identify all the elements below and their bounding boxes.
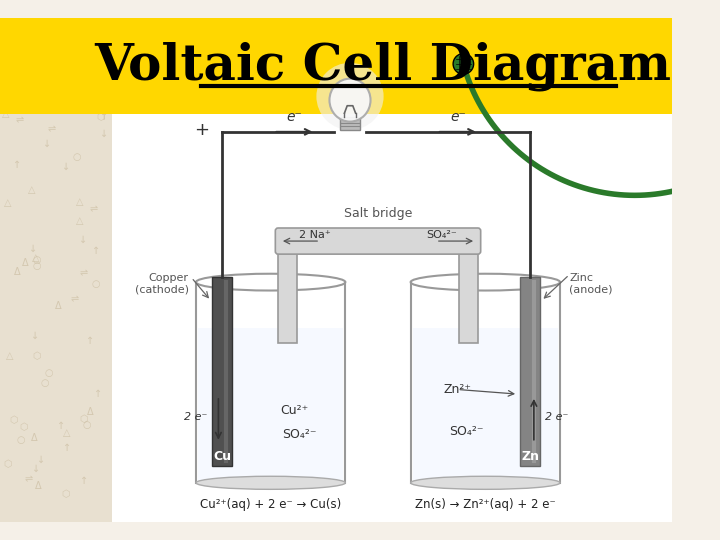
Text: ↓: ↓ [100, 129, 108, 139]
FancyBboxPatch shape [0, 18, 672, 114]
Text: Zn: Zn [521, 450, 539, 463]
FancyBboxPatch shape [275, 228, 481, 254]
Text: Cu²⁺(aq) + 2 e⁻ → Cu(s): Cu²⁺(aq) + 2 e⁻ → Cu(s) [200, 498, 341, 511]
Text: △: △ [32, 253, 40, 263]
Text: Zn²⁺: Zn²⁺ [444, 383, 472, 396]
Text: 2 Na⁺: 2 Na⁺ [299, 231, 330, 240]
Text: Δ: Δ [22, 258, 29, 268]
Text: ⇌: ⇌ [3, 32, 11, 43]
Text: SO₄²⁻: SO₄²⁻ [426, 231, 457, 240]
Text: Zinc
(anode): Zinc (anode) [570, 273, 613, 294]
Text: △: △ [6, 352, 13, 361]
Text: ↓: ↓ [63, 162, 71, 172]
FancyBboxPatch shape [413, 328, 558, 482]
Text: ○: ○ [40, 378, 49, 388]
Text: e⁻: e⁻ [286, 110, 302, 124]
Text: ⇌: ⇌ [15, 116, 23, 125]
Text: ⬡: ⬡ [32, 352, 41, 361]
FancyBboxPatch shape [459, 231, 478, 343]
FancyBboxPatch shape [198, 328, 343, 482]
Text: ↓: ↓ [32, 464, 40, 474]
Text: ⬡: ⬡ [80, 414, 89, 424]
Text: ↓: ↓ [30, 244, 37, 254]
Text: ○: ○ [91, 279, 100, 289]
Text: ⬡: ⬡ [61, 489, 70, 500]
FancyBboxPatch shape [410, 282, 560, 483]
FancyBboxPatch shape [212, 278, 233, 466]
Text: SO₄²⁻: SO₄²⁻ [282, 428, 316, 441]
Text: ↑: ↑ [13, 159, 21, 170]
Text: +: + [194, 121, 209, 139]
Text: ○: ○ [7, 43, 16, 53]
Text: ○: ○ [45, 368, 53, 379]
Text: Δ: Δ [14, 267, 20, 278]
Text: Zn(s) → Zn²⁺(aq) + 2 e⁻: Zn(s) → Zn²⁺(aq) + 2 e⁻ [415, 498, 556, 511]
Text: ○: ○ [32, 255, 41, 265]
Ellipse shape [453, 53, 474, 74]
Text: ⬡: ⬡ [96, 112, 104, 123]
Text: ○: ○ [73, 152, 81, 161]
Text: ↓: ↓ [30, 331, 39, 341]
Ellipse shape [410, 476, 560, 489]
Text: ○: ○ [83, 420, 91, 430]
Text: SO₄²⁻: SO₄²⁻ [449, 425, 484, 438]
FancyBboxPatch shape [196, 282, 346, 483]
Text: Copper
(cathode): Copper (cathode) [135, 273, 189, 294]
Text: ↑: ↑ [86, 336, 94, 346]
Ellipse shape [196, 274, 346, 291]
Text: △: △ [66, 81, 73, 91]
Text: ○: ○ [17, 435, 25, 445]
Text: Δ: Δ [55, 301, 62, 311]
Ellipse shape [330, 79, 371, 122]
Text: ⇌: ⇌ [48, 124, 55, 134]
Text: Δ: Δ [9, 24, 16, 34]
Text: Δ: Δ [31, 433, 37, 443]
Text: 2 e⁻: 2 e⁻ [184, 413, 207, 422]
Text: Δ: Δ [63, 56, 69, 66]
Text: △: △ [1, 109, 9, 119]
Text: ↑: ↑ [100, 112, 108, 123]
Text: e⁻: e⁻ [450, 110, 467, 124]
Text: ↑: ↑ [80, 476, 88, 485]
Text: ↓: ↓ [78, 235, 87, 245]
Text: ⬡: ⬡ [3, 459, 12, 469]
Text: ⬡: ⬡ [9, 415, 18, 426]
FancyBboxPatch shape [520, 278, 541, 466]
Text: △: △ [63, 428, 71, 438]
FancyBboxPatch shape [278, 231, 297, 343]
Text: ↓: ↓ [42, 139, 51, 148]
Text: ⇌: ⇌ [24, 474, 32, 484]
Ellipse shape [196, 476, 346, 489]
Text: ○: ○ [32, 261, 41, 271]
Text: ↑: ↑ [63, 443, 71, 454]
FancyBboxPatch shape [0, 18, 112, 522]
Text: Salt bridge: Salt bridge [344, 207, 412, 220]
Text: ⬡: ⬡ [19, 422, 27, 431]
Text: △: △ [27, 185, 35, 194]
Text: △: △ [76, 197, 84, 207]
Text: ↑: ↑ [6, 84, 14, 94]
FancyBboxPatch shape [340, 117, 360, 130]
FancyBboxPatch shape [112, 114, 672, 522]
Text: ↓: ↓ [37, 455, 45, 465]
Text: ⬡: ⬡ [4, 63, 12, 72]
Text: Cu: Cu [213, 450, 231, 463]
Text: Δ: Δ [87, 407, 94, 417]
Text: ⇌: ⇌ [80, 268, 88, 278]
Ellipse shape [410, 274, 560, 291]
Text: ⬡: ⬡ [39, 42, 48, 52]
Text: Voltaic Cell Diagram: Voltaic Cell Diagram [94, 41, 671, 91]
Text: ⇌: ⇌ [71, 295, 79, 305]
Text: Cu²⁺: Cu²⁺ [280, 403, 308, 416]
Text: ↑: ↑ [92, 246, 100, 255]
Text: ↑: ↑ [57, 421, 65, 431]
Text: △: △ [76, 216, 84, 226]
Text: 2 e⁻: 2 e⁻ [545, 413, 569, 422]
Text: △: △ [4, 198, 12, 207]
Text: ↑: ↑ [94, 389, 102, 399]
Text: ⇌: ⇌ [89, 204, 97, 214]
Text: Δ: Δ [35, 481, 42, 491]
Ellipse shape [316, 63, 384, 130]
Text: ⇌: ⇌ [97, 70, 105, 80]
